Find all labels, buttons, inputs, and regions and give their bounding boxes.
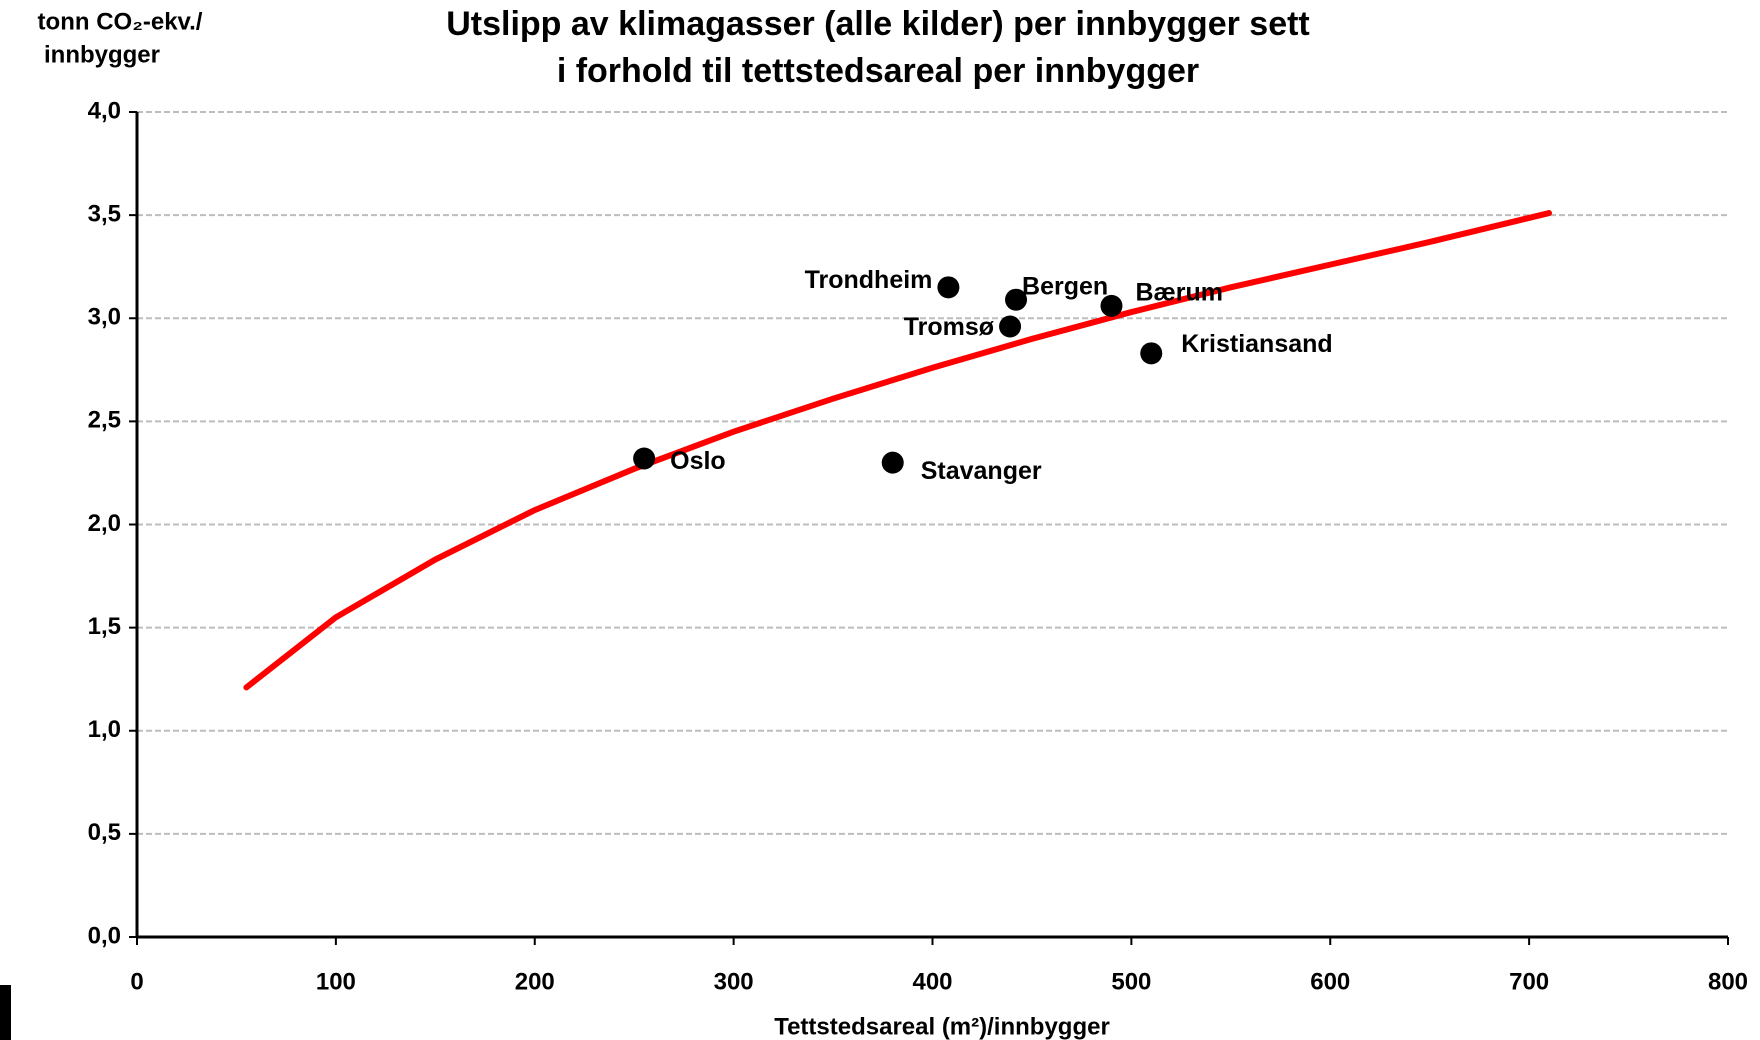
point-label: Bærum: [1135, 278, 1223, 306]
chart-title: Utslipp av klimagasser (alle kilder) per…: [446, 5, 1310, 43]
x-axis-label: Tettstedsareal (m²)/innbygger: [774, 1013, 1110, 1040]
point-label: Tromsø: [904, 313, 995, 341]
chart-title: i forhold til tettstedsareal per innbygg…: [557, 52, 1199, 90]
y-tick-label: 2,0: [88, 510, 121, 537]
y-tick-label: 1,0: [88, 716, 121, 743]
data-point: [937, 276, 960, 299]
y-tick-label: 4,0: [88, 97, 121, 124]
data-point: [881, 451, 904, 474]
point-label: Kristiansand: [1181, 330, 1332, 358]
point-label: Stavanger: [921, 457, 1042, 485]
y-tick-label: 3,5: [88, 200, 121, 227]
trend-line: [243, 210, 1553, 691]
point-label: Trondheim: [805, 266, 933, 294]
data-point: [999, 315, 1022, 338]
x-tick-label: 400: [912, 968, 952, 995]
point-label: Bergen: [1022, 272, 1108, 300]
x-tick-label: 700: [1509, 968, 1549, 995]
x-tick-label: 500: [1111, 968, 1151, 995]
y-tick-label: 0,5: [88, 819, 121, 846]
x-tick-label: 0: [130, 968, 143, 995]
data-point: [633, 447, 656, 470]
data-point: [1140, 342, 1163, 365]
point-label: Oslo: [670, 447, 726, 475]
y-axis-label: tonn CO₂-ekv./: [38, 8, 203, 35]
y-tick-label: 2,5: [88, 407, 121, 434]
x-tick-label: 100: [316, 968, 356, 995]
y-axis-label: innbygger: [44, 41, 160, 68]
x-tick-label: 600: [1310, 968, 1350, 995]
data-point: [1005, 288, 1028, 311]
y-tick-label: 3,0: [88, 304, 121, 331]
edge-artifact: [0, 985, 11, 1040]
x-tick-label: 200: [515, 968, 555, 995]
x-tick-label: 300: [714, 968, 754, 995]
y-tick-label: 0,0: [88, 922, 121, 949]
data-point: [1100, 294, 1123, 317]
y-tick-label: 1,5: [88, 613, 121, 640]
x-tick-label: 800: [1708, 968, 1748, 995]
